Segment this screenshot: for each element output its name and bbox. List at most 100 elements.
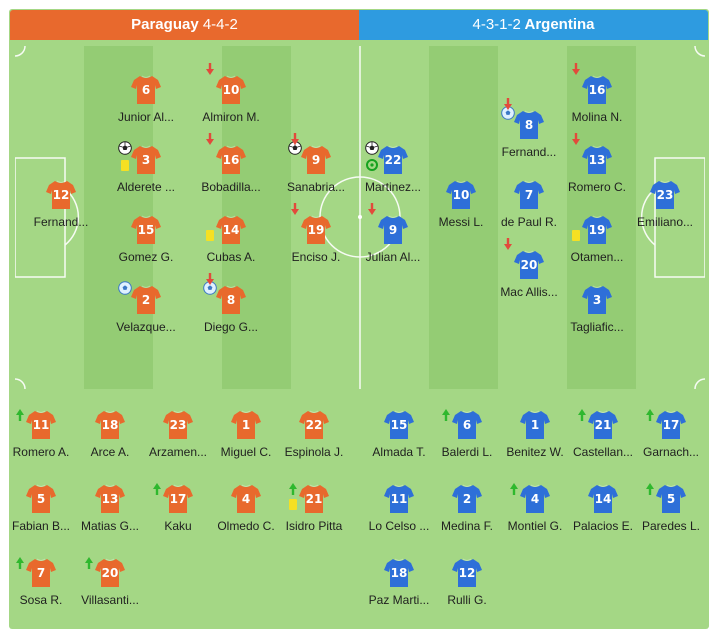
player-name: Messi L.: [438, 215, 484, 229]
jersey-number: 19: [588, 223, 606, 237]
sub-on-arrow-icon: [578, 408, 586, 426]
player-name: Velazque...: [116, 320, 176, 334]
jersey-number: 4: [241, 492, 251, 506]
player-name: Cubas A.: [206, 250, 256, 264]
jersey-icon: 21: [588, 409, 618, 439]
sub-off-arrow-icon: [504, 97, 512, 115]
jersey-number: 17: [169, 492, 187, 506]
yellow-card-icon: [289, 499, 297, 510]
sub-off-arrow-icon: [206, 132, 214, 150]
player-name: Paz Marti...: [368, 593, 430, 607]
jersey-icon: 17: [163, 483, 193, 513]
jersey-number: 5: [666, 492, 676, 506]
player-name: Miguel C.: [220, 445, 272, 459]
player-name: Medina F.: [440, 519, 494, 533]
pitch-markings: [15, 46, 705, 389]
jersey-number: 10: [452, 188, 470, 202]
jersey-icon: 7: [26, 557, 56, 587]
jersey-icon: 22: [378, 144, 408, 174]
jersey-icon: 6: [131, 74, 161, 104]
jersey-icon: 3: [131, 144, 161, 174]
jersey-icon: 14: [588, 483, 618, 513]
player-name: Gomez G.: [118, 250, 174, 264]
player-name: Almiron M.: [202, 110, 260, 124]
player-name: Lo Celso ...: [368, 519, 430, 533]
sub-off-arrow-icon: [206, 272, 214, 290]
jersey-number: 11: [390, 492, 408, 506]
jersey-icon: 18: [95, 409, 125, 439]
jersey-number: 23: [656, 188, 674, 202]
player-name: Castellan...: [572, 445, 634, 459]
jersey-icon: 8: [514, 109, 544, 139]
player-name: Emiliano...: [636, 215, 694, 229]
own-goal-icon: [118, 281, 132, 300]
away-team-header: 4-3-1-2 Argentina: [359, 10, 708, 40]
away-team-name: Argentina: [524, 16, 595, 33]
sub-off-arrow-icon: [291, 202, 299, 220]
jersey-number: 20: [520, 258, 538, 272]
jersey-number: 14: [594, 492, 612, 506]
jersey-number: 16: [222, 153, 240, 167]
jersey-number: 4: [530, 492, 540, 506]
jersey-icon: 12: [452, 557, 482, 587]
player-name: Molina N.: [571, 110, 623, 124]
player-name: Enciso J.: [291, 250, 341, 264]
player-name: Arce A.: [90, 445, 130, 459]
jersey-number: 5: [36, 492, 46, 506]
jersey-icon: 20: [95, 557, 125, 587]
jersey-number: 3: [141, 153, 151, 167]
jersey-icon: 2: [131, 284, 161, 314]
jersey-number: 9: [388, 223, 398, 237]
jersey-icon: 4: [520, 483, 550, 513]
sub-off-arrow-icon: [572, 62, 580, 80]
player-name: Balerdi L.: [441, 445, 493, 459]
jersey-icon: 13: [582, 144, 612, 174]
home-team-name: Paraguay: [131, 16, 199, 33]
jersey-icon: 6: [452, 409, 482, 439]
jersey-number: 13: [101, 492, 119, 506]
jersey-icon: 13: [95, 483, 125, 513]
away-formation: 4-3-1-2: [472, 16, 521, 33]
yellow-card-icon: [206, 230, 214, 241]
jersey-icon: 14: [216, 214, 246, 244]
player-name: Fernand...: [33, 215, 89, 229]
jersey-icon: 17: [656, 409, 686, 439]
jersey-number: 21: [305, 492, 323, 506]
player-name: Isidro Pitta: [285, 519, 343, 533]
jersey-number: 6: [462, 418, 472, 432]
jersey-number: 22: [384, 153, 402, 167]
jersey-number: 16: [588, 83, 606, 97]
ball-icon: [118, 141, 132, 160]
jersey-number: 9: [311, 153, 321, 167]
player-name: Kaku: [164, 519, 192, 533]
jersey-icon: 9: [378, 214, 408, 244]
jersey-number: 3: [592, 293, 602, 307]
sub-on-arrow-icon: [289, 482, 297, 500]
player-name: Arzamen...: [148, 445, 208, 459]
jersey-icon: 19: [301, 214, 331, 244]
jersey-icon: 3: [582, 284, 612, 314]
jersey-number: 1: [530, 418, 540, 432]
player-name: Romero A.: [12, 445, 70, 459]
ball-icon: [365, 141, 379, 160]
player-name: Junior Al...: [117, 110, 175, 124]
player-name: Sanabria...: [286, 180, 346, 194]
jersey-icon: 12: [46, 179, 76, 209]
player-name: Rulli G.: [447, 593, 487, 607]
jersey-icon: 9: [301, 144, 331, 174]
player-name: Olmedo C.: [217, 519, 275, 533]
jersey-number: 2: [462, 492, 472, 506]
player-name: Bobadilla...: [201, 180, 261, 194]
jersey-number: 18: [101, 418, 119, 432]
jersey-icon: 11: [384, 483, 414, 513]
player-name: Sosa R.: [19, 593, 63, 607]
player-name: Montiel G.: [507, 519, 563, 533]
jersey-number: 13: [588, 153, 606, 167]
yellow-card-icon: [121, 160, 129, 171]
sub-on-arrow-icon: [16, 556, 24, 574]
home-formation: 4-4-2: [202, 16, 238, 33]
sub-off-arrow-icon: [368, 202, 376, 220]
jersey-icon: 18: [384, 557, 414, 587]
jersey-icon: 23: [163, 409, 193, 439]
